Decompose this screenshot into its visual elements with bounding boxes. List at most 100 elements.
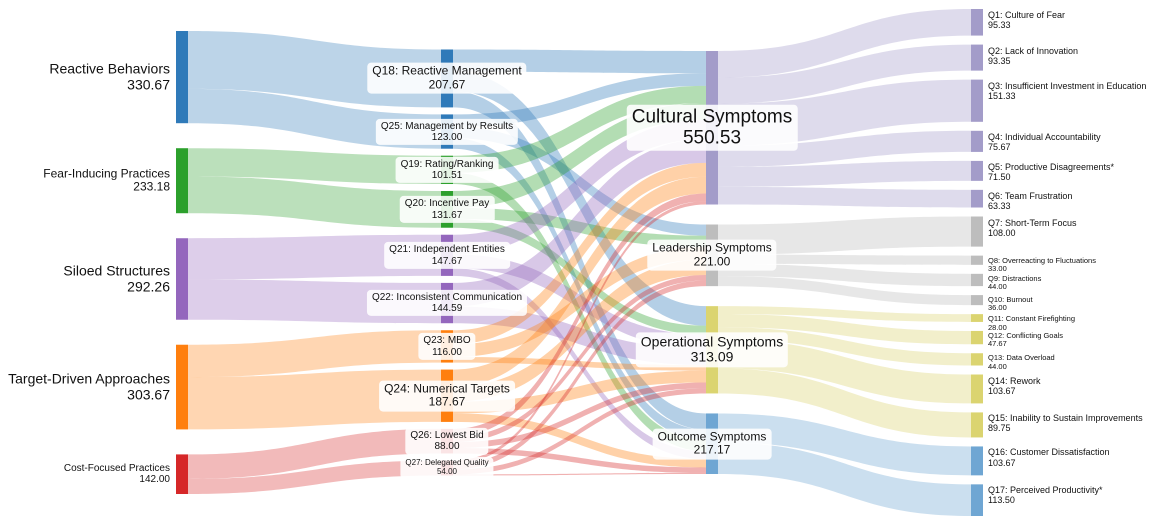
link-q21-oc: [453, 268, 706, 459]
node-bar-rb: [176, 30, 188, 124]
link-cs-q1: [718, 9, 971, 78]
node-name: Q10: Burnout: [988, 295, 1033, 305]
node-name: Q4: Individual Accountability: [988, 131, 1101, 142]
node-value: 207.67: [428, 77, 466, 92]
node-label-q23: Q23: MBO 116.00: [418, 333, 476, 360]
node-bar-q16: [971, 446, 983, 476]
node-value: 36.00: [988, 303, 1007, 313]
node-bar-q17: [971, 484, 983, 516]
node-label-q12: Q12: Conflicting Goals 47.67: [988, 331, 1063, 349]
link-q24-ls: [453, 259, 706, 402]
node-label-q21: Q21: Independent Entities 147.67: [384, 242, 510, 269]
link-cs-q5: [718, 160, 971, 187]
node-value: 313.09: [690, 348, 734, 365]
node-label-q4: Q4: Individual Accountability 75.67: [988, 132, 1101, 152]
node-name: Q23: MBO: [423, 335, 471, 347]
link-ls-q8: [718, 254, 971, 265]
node-label-q19: Q19: Rating/Ranking 101.51: [395, 156, 499, 184]
node-bar-q6: [971, 189, 983, 208]
node-label-q3: Q3: Insufficient Investment in Education…: [988, 81, 1146, 101]
link-q21-cs: [453, 119, 706, 255]
link-td-q24: [188, 369, 441, 430]
node-name: Q25: Management by Results: [380, 120, 514, 132]
node-name: Fear-Inducing Practices: [43, 166, 170, 181]
link-td-q23: [188, 330, 441, 378]
node-value: 550.53: [682, 127, 742, 149]
node-name: Q3: Insufficient Investment in Education: [988, 80, 1147, 91]
node-label-q16: Q16: Customer Dissatisfaction 103.67: [988, 447, 1110, 467]
link-q26-ls: [453, 274, 706, 443]
link-oc-q16: [718, 413, 971, 476]
node-name: Q19: Rating/Ranking: [400, 158, 494, 170]
node-label-q17: Q17: Perceived Productivity* 113.50: [988, 485, 1103, 505]
node-label-q5: Q5: Productive Disagreements* 71.50: [988, 162, 1114, 182]
node-name: Q21: Independent Entities: [389, 244, 505, 256]
node-name: Q17: Perceived Productivity*: [988, 485, 1103, 496]
node-name: Q22: Inconsistent Communication: [371, 291, 523, 303]
node-value: 113.50: [988, 495, 1015, 506]
node-name: Leadership Symptoms: [652, 240, 772, 255]
link-fi-q19: [188, 148, 441, 185]
node-bar-q15: [971, 412, 983, 438]
node-label-os: Operational Symptoms 313.09: [635, 332, 789, 368]
node-bar-fi: [176, 148, 188, 214]
node-label-q8: Q8: Overreacting to Fluctuations 33.00: [988, 255, 1096, 274]
node-value: 44.00: [988, 361, 1007, 371]
node-label-q25: Q25: Management by Results 123.00: [375, 118, 519, 145]
node-value: 187.67: [428, 394, 466, 409]
node-name: Q16: Customer Dissatisfaction: [988, 447, 1110, 458]
node-value: 233.18: [133, 179, 170, 194]
node-name: Q8: Overreacting to Fluctuations: [988, 255, 1096, 265]
node-label-q7: Q7: Short-Term Focus 108.00: [988, 218, 1077, 238]
node-name: Q18: Reactive Management: [372, 64, 522, 78]
node-name: Target-Driven Approaches: [8, 370, 170, 387]
node-value: 147.67: [431, 255, 463, 267]
node-bar-ss: [176, 238, 188, 320]
node-value: 142.00: [139, 474, 170, 486]
node-name: Q15: Inability to Sustain Improvements: [988, 413, 1143, 424]
node-label-cf: Cost-Focused Practices 142.00: [64, 463, 170, 485]
node-bar-q9: [971, 273, 983, 287]
link-os-q11: [718, 306, 971, 322]
node-label-fi: Fear-Inducing Practices 233.18: [43, 166, 170, 194]
node-bar-q8: [971, 255, 983, 265]
node-bar-q4: [971, 130, 983, 152]
node-value: 44.00: [988, 282, 1007, 292]
node-value: 75.67: [988, 141, 1011, 152]
link-q26-oc: [453, 448, 706, 473]
link-q24-oc: [453, 413, 706, 468]
node-label-q6: Q6: Team Frustration 63.33: [988, 191, 1072, 211]
node-value: 123.00: [431, 131, 463, 143]
link-ls-q10: [718, 276, 971, 306]
node-name: Operational Symptoms: [640, 333, 784, 350]
link-q27-cs: [453, 201, 706, 464]
link-q26-os: [453, 382, 706, 449]
node-value: 103.67: [988, 457, 1016, 468]
node-name: Q20: Incentive Pay: [404, 198, 490, 210]
link-q24-cs: [453, 176, 706, 387]
node-bar-q10: [971, 295, 983, 306]
node-label-q26: Q26: Lowest Bid 88.00: [405, 427, 489, 455]
node-value: 131.67: [431, 209, 463, 221]
node-label-q13: Q13: Data Overload 44.00: [988, 353, 1055, 371]
node-label-q14: Q14: Rework 103.67: [988, 376, 1041, 396]
node-label-ss: Siloed Structures 292.26: [63, 263, 170, 294]
link-os-q12: [718, 313, 971, 345]
node-label-ls: Leadership Symptoms 221.00: [647, 239, 777, 271]
link-q18-oc: [453, 91, 706, 430]
node-value: 89.75: [988, 423, 1011, 434]
link-q23-os: [453, 356, 706, 371]
node-bar-q7: [971, 216, 983, 247]
node-name: Q24: Numerical Targets: [384, 381, 510, 396]
node-name: Outcome Symptoms: [657, 429, 767, 444]
node-value: 33.00: [988, 264, 1007, 274]
node-label-rb: Reactive Behaviors 330.67: [49, 61, 170, 92]
node-bar-q5: [971, 160, 983, 181]
node-label-q9: Q9: Distractions 44.00: [988, 274, 1041, 292]
node-name: Q6: Team Frustration: [988, 190, 1073, 201]
node-value: 88.00: [434, 441, 460, 453]
node-value: 292.26: [127, 277, 170, 294]
node-label-td: Target-Driven Approaches 303.67: [8, 371, 170, 402]
link-q26-cs: [453, 193, 706, 437]
